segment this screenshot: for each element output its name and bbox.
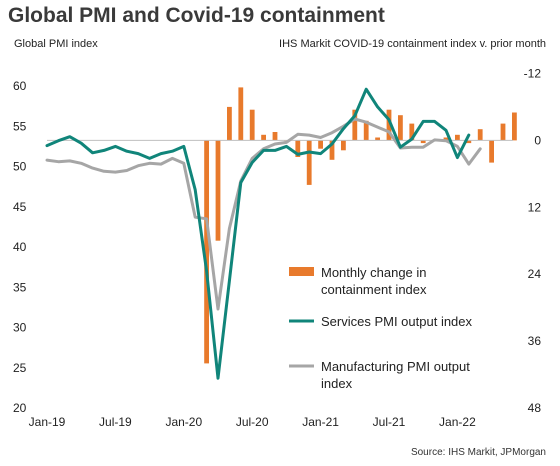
containment-bar (318, 140, 323, 149)
left-axis-tick-label: 40 (13, 240, 27, 254)
right-axis-caption: IHS Markit COVID-19 containment index v.… (279, 38, 546, 50)
left-axis-tick-label: 25 (13, 361, 27, 375)
right-axis-tick-label: 24 (528, 267, 542, 281)
containment-bar (249, 109, 255, 141)
source-note: Source: IHS Markit, JPMorgan (410, 447, 546, 458)
containment-bar (375, 137, 380, 141)
x-axis-tick-label: Jul-19 (99, 415, 132, 429)
left-axis-tick-label: 30 (13, 321, 27, 335)
containment-bar (500, 123, 506, 141)
legend-label: Manufacturing PMI output index (321, 359, 470, 391)
x-axis-tick-label: Jan-21 (302, 415, 339, 429)
manufacturing-pmi-line (45, 117, 482, 311)
right-axis-tick-label: 36 (528, 334, 542, 348)
x-axis-tick-label: Jan-20 (165, 415, 202, 429)
containment-bar (306, 140, 312, 185)
containment-bars (204, 87, 517, 364)
containment-bar (352, 109, 358, 141)
containment-bar (409, 123, 415, 141)
left-axis-tick-label: 35 (13, 280, 27, 294)
x-axis-tick-label: Jan-19 (29, 415, 66, 429)
chart-title: Global PMI and Covid-19 containment (8, 4, 385, 27)
x-axis-tick-label: Jul-20 (236, 415, 269, 429)
containment-bar (398, 115, 403, 141)
containment-bar (341, 140, 346, 151)
containment-bar (204, 140, 209, 364)
legend-swatch-bars (289, 267, 314, 276)
right-axis-tick-label: 0 (534, 133, 541, 147)
x-axis-tick-label: Jan-22 (439, 415, 476, 429)
left-axis-tick-label: 60 (13, 79, 27, 93)
left-axis-caption: Global PMI index (14, 38, 98, 50)
left-y-axis: 20 25 30 35 40 45 50 55 60 (13, 79, 27, 415)
containment-bar (363, 120, 369, 141)
containment-bar (272, 132, 278, 141)
legend: Monthly change in containment index Servic… (289, 265, 473, 391)
legend-label: Monthly change in containment index (321, 265, 427, 297)
containment-bar (466, 140, 472, 144)
containment-bar (261, 134, 266, 141)
x-axis: Jan-19 Jul-19 Jan-20 Jul-20 Jan-21 Jul-21 Jan-… (29, 415, 476, 429)
containment-bar (329, 140, 335, 160)
containment-bar (477, 129, 483, 141)
services-pmi-line (45, 87, 471, 380)
containment-bar (227, 106, 232, 141)
right-axis-tick-label: 12 (528, 200, 542, 214)
containment-bar (512, 112, 517, 141)
legend-label: Services PMI output index (321, 314, 473, 329)
left-axis-tick-label: 45 (13, 200, 27, 214)
containment-bar (215, 140, 221, 241)
left-axis-tick-label: 55 (13, 119, 27, 133)
right-axis-tick-label: 48 (528, 401, 542, 415)
containment-bar (238, 87, 244, 141)
left-axis-tick-label: 20 (13, 401, 27, 415)
pmi-lines (45, 87, 482, 380)
containment-bar (443, 137, 449, 141)
containment-bar (295, 140, 301, 157)
left-axis-tick-label: 50 (13, 160, 27, 174)
right-y-axis: 48 36 24 12 0 -12 (524, 66, 542, 415)
containment-bar (420, 140, 426, 144)
containment-bar (489, 140, 494, 163)
containment-bar (455, 134, 460, 141)
right-axis-tick-label: -12 (524, 66, 542, 80)
containment-bar (386, 109, 392, 141)
x-axis-tick-label: Jul-21 (373, 415, 406, 429)
